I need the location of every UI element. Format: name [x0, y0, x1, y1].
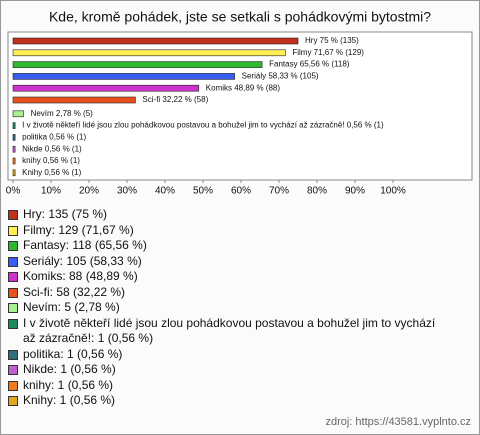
- legend-label: politika: 1 (0,56 %): [23, 346, 123, 361]
- x-tick-label: 30%: [117, 186, 137, 197]
- value-label: Seriály 58,33 % (105): [242, 72, 319, 81]
- x-tick-label: 60%: [231, 186, 251, 197]
- bar: [12, 37, 299, 45]
- value-label: Filmy 71,67 % (129): [292, 48, 364, 57]
- legend-item: Fantasy: 118 (65,56 %): [8, 238, 448, 254]
- bar: [12, 110, 24, 118]
- legend-swatch: [8, 318, 18, 329]
- x-tick-label: 100%: [380, 186, 406, 197]
- value-label: knihy 0,56 % (1): [22, 156, 80, 165]
- legend-swatch: [8, 303, 18, 313]
- legend-label: knihy: 1 (0,56 %): [23, 377, 114, 392]
- legend-item: Nikde: 1 (0,56 %): [8, 362, 448, 378]
- legend: Hry: 135 (75 %) Filmy: 129 (71,67 %) Fanta…: [8, 207, 448, 409]
- legend-label: Hry: 135 (75 %): [23, 207, 108, 221]
- legend-item: Komiks: 88 (48,89 %): [8, 269, 448, 285]
- x-tick-label: 40%: [155, 186, 175, 197]
- legend-swatch: [8, 349, 18, 360]
- value-label: politika 0,56 % (1): [22, 133, 86, 142]
- bar: [12, 61, 263, 68]
- bar: [12, 145, 16, 153]
- legend-item: I v životě někteří lidé jsou zlou pohádk…: [8, 316, 448, 347]
- plot-frame: [7, 31, 473, 181]
- value-label: Nikde 0,56 % (1): [22, 144, 82, 153]
- value-label: I v životě někteří lidé jsou zlou pohádk…: [22, 121, 384, 130]
- value-label: Fantasy 65,56 % (118): [269, 60, 350, 69]
- legend-swatch: [8, 380, 18, 391]
- source: zdroj: https://43581.vyplnto.cz: [325, 416, 471, 428]
- legend-swatch: [8, 365, 18, 375]
- bar: [12, 73, 235, 80]
- bar: [12, 84, 200, 92]
- legend-item: Filmy: 129 (71,67 %): [8, 223, 448, 239]
- legend-label: Sci-fi: 58 (32,22 %): [23, 284, 126, 299]
- legend-swatch: [8, 256, 18, 267]
- legend-item: Seriály: 105 (58,33 %): [8, 254, 448, 270]
- x-tick-label: 90%: [345, 186, 365, 197]
- legend-swatch: [8, 272, 18, 282]
- legend-item: Hry: 135 (75 %): [8, 207, 448, 223]
- x-tick-label: 50%: [193, 186, 213, 197]
- bar: [12, 169, 16, 177]
- legend-swatch: [8, 225, 18, 236]
- legend-label: Filmy: 129 (71,67 %): [23, 222, 134, 237]
- x-tick-label: 0%: [6, 186, 21, 197]
- legend-label: Fantasy: 118 (65,56 %): [23, 238, 147, 252]
- legend-label: Nevím: 5 (2,78 %): [23, 300, 120, 314]
- legend-item: Sci-fi: 58 (32,22 %): [8, 285, 448, 301]
- legend-item: Knihy: 1 (0,56 %): [8, 393, 448, 409]
- value-label: Knihy 0,56 % (1): [22, 168, 81, 177]
- legend-item: Nevím: 5 (2,78 %): [8, 300, 448, 316]
- legend-item: knihy: 1 (0,56 %): [8, 378, 448, 394]
- bar: [12, 122, 16, 129]
- legend-label: Nikde: 1 (0,56 %): [23, 362, 116, 376]
- value-label: Nevím 2,78 % (5): [31, 109, 94, 118]
- bar: [12, 49, 286, 57]
- chart: Kde, kromě pohádek, jste se setkali s po…: [6, 9, 473, 197]
- x-tick-label: 10%: [41, 186, 61, 197]
- legend-label: Knihy: 1 (0,56 %): [23, 393, 116, 407]
- chart-title: Kde, kromě pohádek, jste se setkali s po…: [49, 9, 431, 25]
- legend-item: politika: 1 (0,56 %): [8, 347, 448, 363]
- value-label: Hry 75 % (135): [305, 36, 359, 45]
- legend-label: Seriály: 105 (58,33 %): [23, 253, 142, 268]
- legend-swatch: [8, 241, 18, 251]
- value-label: Komiks 48,89 % (88): [206, 83, 281, 92]
- bar: [12, 96, 136, 104]
- value-label: Sci-fi 32,22 % (58): [142, 95, 208, 104]
- x-tick-label: 70%: [269, 186, 289, 197]
- x-tick-label: 80%: [307, 186, 327, 197]
- bar: [12, 157, 16, 165]
- legend-label: Komiks: 88 (48,89 %): [23, 269, 138, 283]
- legend-swatch: [8, 396, 18, 406]
- legend-swatch: [8, 210, 18, 220]
- x-tick-label: 20%: [79, 186, 99, 197]
- legend-label: I v životě někteří lidé jsou zlou pohádk…: [23, 315, 436, 346]
- legend-swatch: [8, 287, 18, 298]
- bar: [12, 134, 16, 141]
